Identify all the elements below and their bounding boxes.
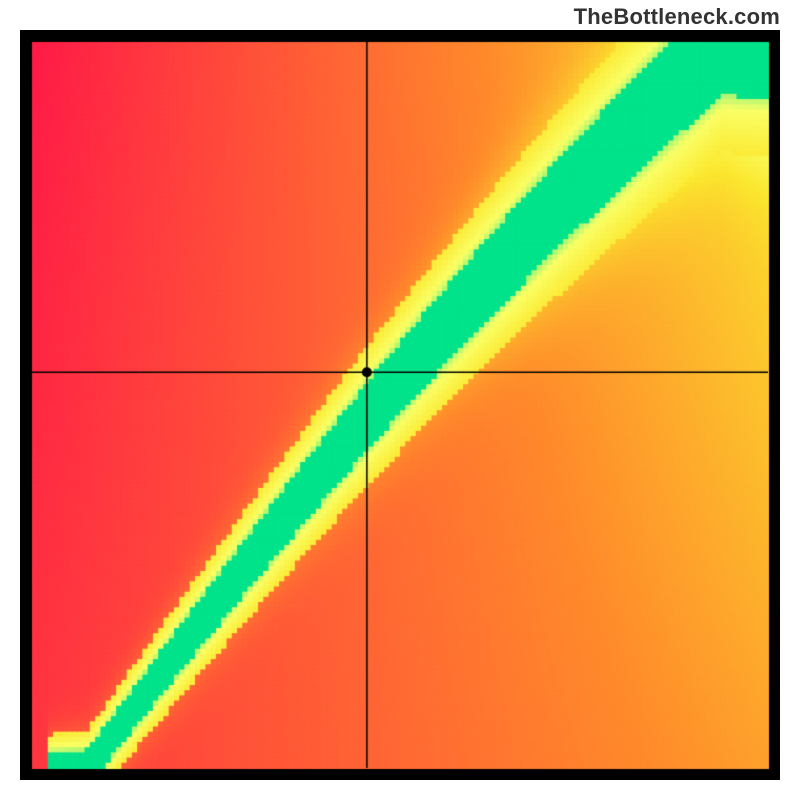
heatmap-canvas	[20, 30, 780, 780]
watermark-text: TheBottleneck.com	[574, 4, 780, 30]
heatmap-plot	[20, 30, 780, 780]
